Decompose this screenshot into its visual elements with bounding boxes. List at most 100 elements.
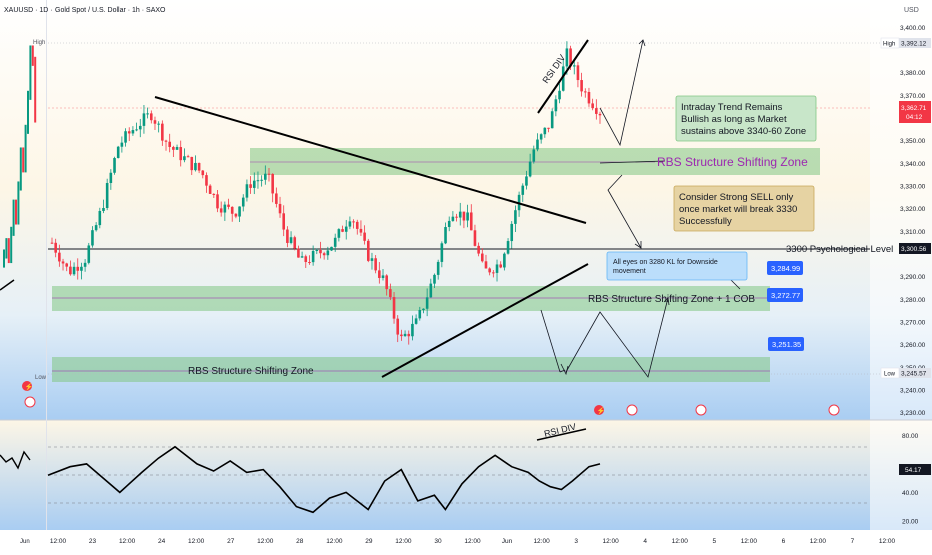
time-tick-label: 12:00 (188, 538, 205, 545)
bearish-projection-arrow (607, 174, 642, 249)
candle-body (374, 258, 377, 271)
candle-body (319, 249, 322, 254)
flash-event-glyph: ⚡ (25, 382, 34, 391)
price-tick-label: 3,230.00 (900, 410, 926, 417)
candle-body (598, 113, 602, 116)
note-connector (599, 160, 666, 164)
low-badge-value: 3,245.57 (901, 371, 927, 378)
candle-body (433, 274, 436, 284)
candle-body (179, 147, 183, 161)
candle-body (481, 253, 484, 262)
candle-body (271, 173, 274, 194)
candle-body (359, 228, 363, 233)
flash-event-icon-2[interactable] (594, 405, 604, 415)
ascending-trendline[interactable] (381, 263, 589, 378)
trend-note[interactable]: Intraday Trend Remains Bullish as long a… (675, 95, 817, 142)
eyes-note-line-1: All eyes on 3280 KL for Downside (613, 259, 718, 266)
candle-body (536, 139, 539, 150)
candle-body (532, 149, 536, 162)
candle-body (289, 237, 293, 243)
event-icons[interactable]: ⚡ ⚡ (22, 381, 840, 416)
candle-body (558, 90, 561, 100)
current-price-countdown: 04:12 (906, 114, 923, 121)
time-tick-label: 4 (643, 538, 647, 545)
descending-trendline[interactable] (154, 96, 587, 224)
candle-body (392, 297, 396, 319)
left-high-label: High (33, 40, 45, 46)
us-flag-event-icon-2[interactable] (626, 404, 638, 416)
candle-body (436, 261, 440, 275)
candle-body (580, 80, 583, 92)
candle-body (98, 210, 102, 226)
candle-body (473, 230, 477, 246)
target-badge-2[interactable]: 3,272.77 (767, 288, 803, 302)
time-tick-label: 29 (365, 538, 373, 545)
candle-body (403, 333, 407, 337)
rsi-div-price-line[interactable] (537, 39, 589, 114)
target-badge-3[interactable]: 3,251.35 (768, 337, 804, 351)
time-tick-label: 6 (782, 538, 786, 545)
us-flag-event-icon-4[interactable] (828, 404, 840, 416)
left-mini-panel: High Low Jun (20, 40, 47, 545)
candle-body (337, 229, 341, 238)
candle-body (554, 99, 558, 112)
candle-body (352, 221, 355, 223)
time-tick-label: 12:00 (257, 538, 274, 545)
candle-body (208, 185, 212, 194)
us-flag-event-icon-3[interactable] (695, 404, 707, 416)
time-axis[interactable]: 12:00 23 12:00 24 12:00 27 12:00 28 12:00 29 12:00… (50, 538, 896, 545)
flash-event-icon[interactable] (22, 381, 32, 391)
candle-body (492, 272, 495, 274)
psych-level-label: 3300 Psychological Level (786, 244, 893, 255)
target-2-bg (767, 288, 803, 302)
candle-body (201, 170, 205, 176)
candle-body (378, 270, 381, 278)
trend-note-box (675, 95, 817, 142)
price-tick-label: 3,260.00 (900, 342, 926, 349)
eyes-note[interactable]: All eyes on 3280 KL for Downside movemen… (606, 251, 748, 281)
sell-note[interactable]: Consider Strong SELL only once market wi… (673, 185, 815, 232)
level-badge-value: 3,300.56 (901, 246, 927, 253)
candle-body (539, 134, 543, 140)
candle-body (370, 258, 374, 261)
target-badge-1[interactable]: 3,284.99 (767, 261, 803, 275)
candle-body (572, 65, 576, 67)
bullish-projection-arrow (599, 39, 644, 147)
candle-body (135, 129, 138, 131)
candle-body (297, 248, 300, 258)
bearish-arrow-head (634, 241, 642, 249)
price-tick-label: 3,290.00 (900, 274, 926, 281)
current-price-badge: 3,362.71 04:12 (899, 101, 931, 123)
time-tick-label: 28 (296, 538, 304, 545)
candle-body (422, 308, 425, 311)
left-date-label: Jun (20, 539, 30, 545)
rsi-axis[interactable]: 80.00 40.00 20.00 (902, 433, 919, 525)
candle-body (576, 65, 580, 81)
candle-body (311, 250, 315, 263)
time-tick-label: 12:00 (879, 538, 896, 545)
candle-body (462, 211, 466, 221)
candle-body (418, 310, 422, 319)
rsi-tick-label: 40.00 (902, 490, 919, 497)
candle-body (278, 203, 282, 214)
candle-body (223, 204, 227, 213)
target-3-value: 3,251.35 (772, 340, 801, 349)
candle-body (127, 131, 131, 134)
candle-body (591, 103, 594, 109)
candle-body (146, 113, 149, 115)
candle-body (528, 161, 532, 177)
candle-body (124, 131, 127, 143)
candle-body (451, 216, 455, 221)
candle-body (363, 232, 366, 241)
middle-zone-label: RBS Structure Shifting Zone + 1 COB (588, 294, 755, 305)
candle-body (69, 266, 72, 275)
candle-body (54, 242, 57, 253)
candle-body (216, 194, 219, 209)
candle-body (308, 262, 311, 264)
candle-body (175, 147, 179, 150)
chart-title: Gold Spot / U.S. Dollar · 1h · SAXO (55, 7, 166, 14)
us-flag-event-icon[interactable] (24, 396, 36, 408)
current-price-bg (899, 101, 931, 123)
candle-body (83, 262, 87, 267)
